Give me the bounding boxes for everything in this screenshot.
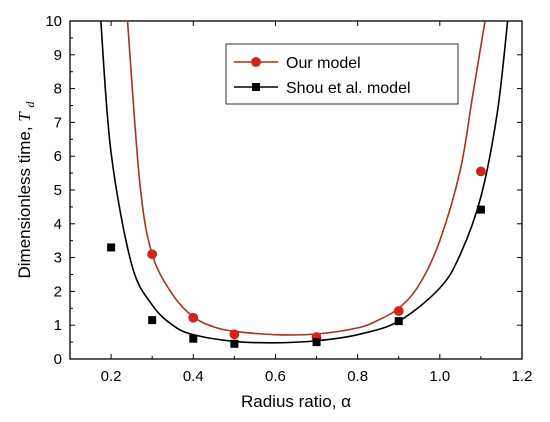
data-point-series-1	[394, 317, 403, 326]
x-axis-title: Radius ratio, α	[241, 392, 351, 411]
curve-series-1	[100, 21, 509, 344]
y-tick-label: 7	[54, 114, 62, 131]
y-axis-title-main: Dimensionless time,	[15, 122, 34, 279]
y-axis-ticks: 0 1 2 3 4 5 6 7 8 9 10	[45, 13, 522, 368]
y-tick-label: 0	[54, 351, 62, 368]
data-point-series-1	[230, 339, 239, 348]
x-axis-ticks: 0.2 0.4 0.6 0.8 1.0 1.2	[101, 21, 533, 385]
data-point-series-1	[312, 338, 321, 347]
data-point-series-0	[393, 306, 404, 316]
legend-marker-our-model	[251, 57, 261, 67]
data-point-series-1	[476, 205, 485, 214]
y-axis-title: Dimensionless time, T d	[15, 100, 37, 278]
y-tick-label: 8	[54, 81, 62, 98]
legend-label-shou-model: Shou et al. model	[286, 80, 411, 97]
x-tick-label: 0.2	[101, 368, 122, 385]
y-tick-label: 4	[54, 216, 62, 233]
x-tick-label: 1.2	[512, 368, 533, 385]
data-point-series-0	[188, 312, 199, 323]
data-point-series-1	[148, 316, 157, 325]
y-tick-label: 6	[54, 148, 62, 165]
y-axis-title-subscript: d	[23, 100, 37, 107]
legend-marker-shou-model	[252, 83, 260, 91]
data-point-series-0	[476, 166, 486, 177]
y-axis-title-symbol: T	[15, 111, 34, 122]
legend-label-our-model: Our model	[286, 55, 361, 72]
legend: Our model Shou et al. model	[225, 43, 459, 105]
y-tick-label: 5	[54, 182, 62, 199]
y-tick-label: 2	[54, 283, 62, 300]
data-markers	[107, 166, 486, 348]
x-tick-label: 0.8	[347, 368, 368, 385]
x-tick-label: 0.4	[183, 368, 204, 385]
legend-box	[225, 43, 459, 105]
data-point-series-0	[147, 249, 158, 260]
x-tick-label: 0.6	[265, 368, 286, 385]
data-point-series-1	[107, 243, 116, 252]
data-point-series-1	[189, 334, 198, 343]
y-tick-label: 3	[54, 250, 62, 267]
y-tick-label: 10	[45, 13, 62, 30]
y-tick-label: 9	[54, 47, 62, 64]
data-point-series-0	[229, 329, 240, 340]
y-tick-label: 1	[54, 317, 62, 334]
x-tick-label: 1.0	[429, 368, 450, 385]
